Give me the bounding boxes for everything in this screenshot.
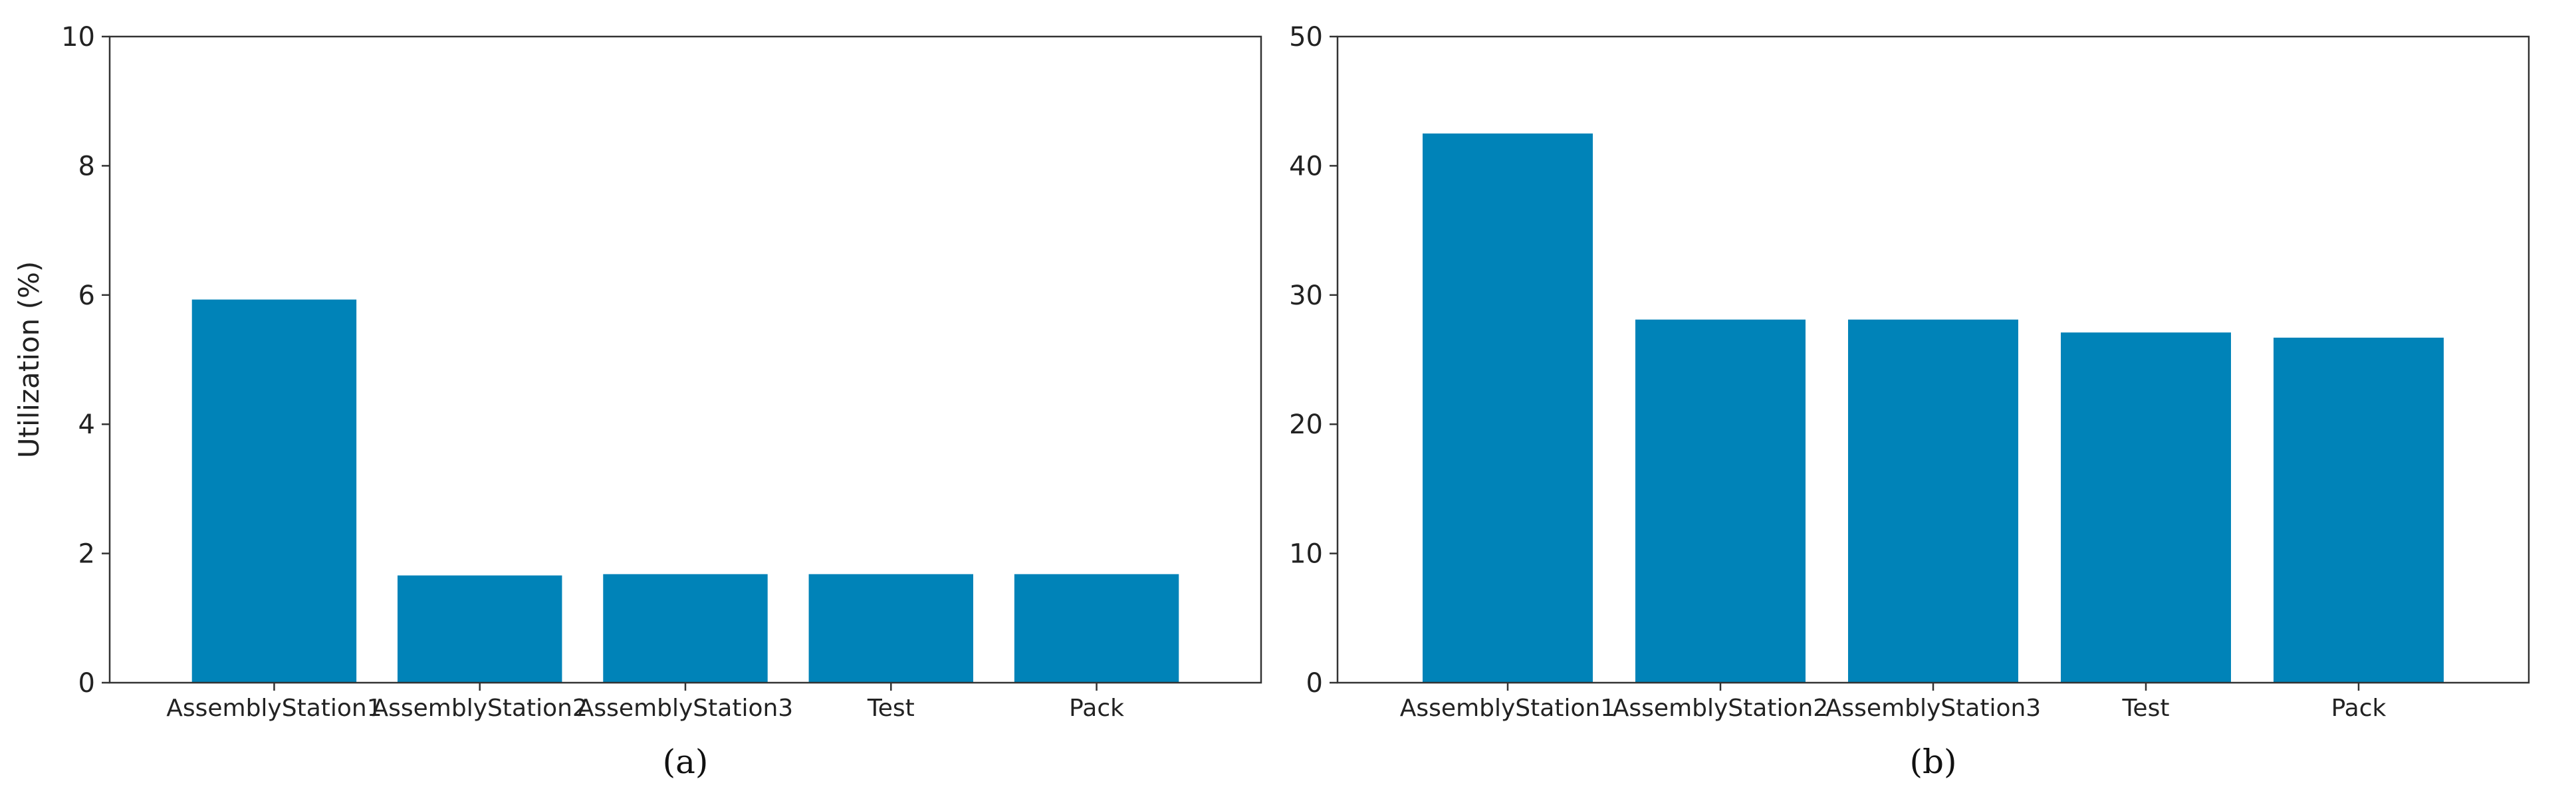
x-tick-label: AssemblyStation3 (1825, 695, 2041, 722)
bar-assemblystation1 (1423, 133, 1593, 683)
y-axis-ticks: 0 10 20 30 40 50 (1289, 22, 1338, 699)
y-axis-ticks: 0 2 4 6 8 10 (61, 22, 110, 699)
y-tick-label: 40 (1289, 151, 1323, 181)
bar-assemblystation2 (398, 575, 562, 683)
x-tick-label: Test (867, 695, 915, 722)
y-tick-label: 50 (1289, 22, 1323, 53)
y-tick-label: 10 (1289, 539, 1323, 570)
x-axis-ticks: AssemblyStation1AssemblyStation2Assembly… (1400, 683, 2387, 722)
bar-assemblystation1 (191, 299, 357, 683)
chart-panel-a: 0 2 4 6 8 10 AssemblyStation1AssemblyStation2… (13, 22, 1262, 781)
bar-group (1423, 133, 2444, 683)
bar-assemblystation2 (1635, 319, 1806, 683)
bar-group (191, 299, 1179, 683)
y-tick-label: 20 (1289, 409, 1323, 440)
x-tick-label: AssemblyStation1 (166, 695, 382, 722)
y-tick-label: 10 (61, 22, 95, 53)
y-tick-label: 30 (1289, 281, 1323, 311)
y-tick-label: 6 (78, 281, 95, 311)
x-tick-label: AssemblyStation1 (1400, 695, 1615, 722)
bar-test (2061, 332, 2231, 683)
bar-pack (1014, 574, 1179, 683)
x-axis-ticks: AssemblyStation1AssemblyStation2Assembly… (166, 683, 1124, 722)
x-tick-label: Pack (2331, 695, 2387, 722)
x-tick-label: Pack (1069, 695, 1124, 722)
bar-assemblystation3 (1848, 319, 2018, 683)
y-tick-label: 0 (1306, 668, 1323, 699)
bar-assemblystation3 (603, 574, 768, 683)
y-tick-label: 2 (78, 539, 95, 570)
x-tick-label: AssemblyStation2 (372, 695, 588, 722)
y-tick-label: 0 (78, 668, 95, 699)
bar-test (808, 574, 973, 683)
x-tick-label: AssemblyStation3 (578, 695, 793, 722)
panel-caption-b: (b) (1909, 743, 1956, 781)
panel-caption-a: (a) (663, 743, 709, 781)
y-tick-label: 4 (78, 409, 95, 440)
x-tick-label: AssemblyStation2 (1613, 695, 1828, 722)
y-tick-label: 8 (78, 151, 95, 181)
bar-pack (2274, 337, 2444, 683)
y-axis-label: Utilization (%) (13, 261, 45, 458)
x-tick-label: Test (2122, 695, 2170, 722)
